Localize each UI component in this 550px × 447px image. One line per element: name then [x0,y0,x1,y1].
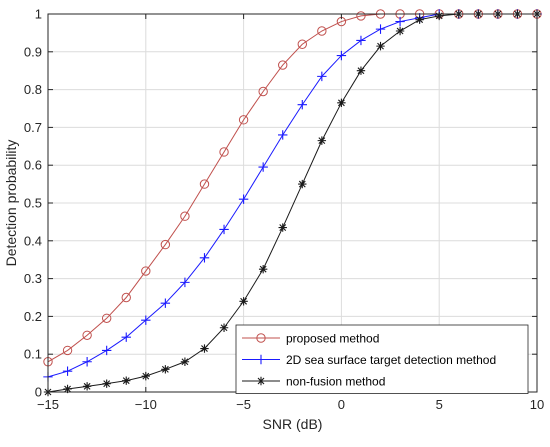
legend-item-1: proposed method [242,332,379,346]
y-tick-label: 1 [35,7,42,22]
data-point [258,162,268,172]
y-tick-label: 0.7 [24,120,42,135]
data-point [278,130,288,140]
data-point [415,15,424,24]
data-point [395,26,405,36]
data-point [82,357,92,367]
data-point [317,26,327,36]
legend-item-3: non-fusion method [242,375,385,389]
data-point [238,115,249,125]
x-axis-label: SNR (dB) [263,416,323,432]
data-point [141,371,150,381]
y-axis-ticks: 0 0.1 0.2 0.3 0.4 0.5 0.6 0.7 0.8 0.9 1 [24,7,537,400]
data-point [180,211,190,221]
data-point [101,313,112,323]
data-point [160,239,171,250]
x-tick-label: 0 [338,397,345,412]
data-point [258,86,268,97]
data-point [356,66,366,75]
data-point [199,253,210,263]
data-point [238,194,249,204]
data-point [375,24,386,34]
data-point [356,35,366,46]
x-axis-ticks: −15 −10 −5 0 5 10 [37,14,544,412]
y-tick-label: 0.3 [24,271,42,286]
legend-label: non-fusion method [286,375,385,389]
data-point [141,315,151,325]
y-tick-label: 0.1 [24,347,42,362]
y-tick-label: 0.2 [24,309,42,324]
y-tick-label: 0 [35,385,42,400]
data-point [356,11,366,21]
data-point [199,179,210,189]
legend-item-2: 2D sea surface target detection method [242,353,496,367]
legend-label: 2D sea surface target detection method [286,353,496,367]
x-tick-label: 5 [436,397,443,412]
legend-marker [256,376,266,386]
data-point [219,323,229,332]
x-tick-label: −10 [135,397,157,412]
data-point [219,224,229,235]
y-tick-label: 0.9 [24,44,42,59]
data-point [337,98,346,108]
data-point [101,345,112,356]
data-point [180,357,190,366]
data-point [161,365,170,374]
data-point [317,136,327,145]
data-point [239,297,248,306]
data-point [376,41,385,51]
data-point [297,100,307,110]
data-point [336,50,347,61]
legend-box [235,324,529,394]
data-point [297,39,307,49]
data-point [62,345,73,356]
data-point [121,292,131,303]
legend-label: proposed method [286,332,379,346]
data-point [141,266,151,276]
data-point [200,344,209,353]
data-point [219,147,229,157]
data-point [63,384,72,394]
x-tick-label: −5 [236,397,251,412]
y-axis-label: Detection probability [3,140,19,267]
data-point [278,223,287,232]
x-tick-label: 10 [530,397,544,412]
data-point [62,366,73,376]
x-tick-label: −15 [37,397,59,412]
y-tick-label: 0.8 [24,82,42,97]
data-point [298,179,307,189]
data-point [121,332,131,342]
data-point [82,330,92,340]
legend-marker [256,333,266,343]
data-point [122,376,131,385]
legend-marker [256,354,266,365]
data-point [82,382,92,391]
data-point [180,277,190,288]
data-point [317,71,327,82]
data-point [258,264,268,274]
data-point [102,379,111,388]
y-tick-label: 0.4 [24,233,42,248]
data-point [160,298,171,308]
data-point [278,60,288,70]
y-tick-label: 0.6 [24,158,42,173]
legend: proposed method 2D sea surface target det… [235,324,529,394]
y-tick-label: 0.5 [24,196,42,211]
data-point [395,16,405,27]
